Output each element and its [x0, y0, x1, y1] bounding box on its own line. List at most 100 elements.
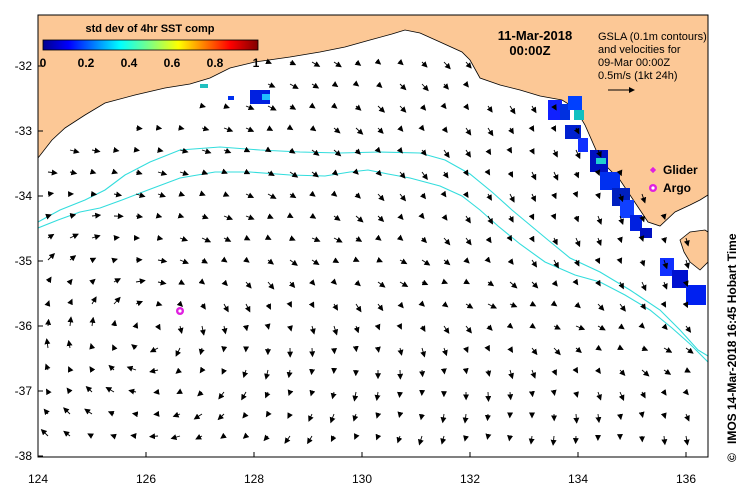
velocity-vector	[223, 147, 232, 154]
velocity-vector	[399, 258, 408, 265]
velocity-vector	[485, 369, 492, 377]
velocity-vector	[440, 435, 447, 445]
velocity-vector	[684, 413, 690, 422]
velocity-vector	[355, 215, 364, 223]
velocity-vector	[223, 236, 232, 242]
velocity-vector	[330, 435, 337, 442]
velocity-vector	[618, 193, 624, 203]
velocity-vector	[661, 236, 667, 244]
velocity-vector	[66, 387, 73, 395]
velocity-vector	[333, 149, 342, 157]
velocity-vector	[594, 169, 601, 177]
velocity-vector	[530, 171, 537, 181]
velocity-vector	[485, 433, 492, 440]
velocity-vector	[419, 325, 426, 332]
velocity-vector	[287, 389, 294, 397]
velocity-vector	[463, 257, 470, 264]
velocity-vector	[682, 388, 689, 396]
colorbar-tick: 0.8	[207, 56, 224, 70]
velocity-vector	[465, 237, 472, 246]
velocity-vector	[47, 233, 55, 240]
velocity-vector	[374, 323, 381, 331]
velocity-vector	[67, 366, 74, 373]
velocity-vector	[175, 367, 182, 374]
velocity-vector	[175, 347, 182, 357]
velocity-vector	[418, 300, 425, 307]
velocity-vector	[507, 391, 514, 401]
velocity-vector	[374, 58, 382, 65]
velocity-vector	[245, 192, 255, 199]
velocity-vector	[377, 303, 384, 312]
velocity-vector	[573, 127, 580, 135]
velocity-vector	[641, 369, 650, 377]
velocity-vector	[66, 339, 73, 349]
velocity-vector	[443, 237, 451, 246]
velocity-vector	[640, 281, 647, 292]
x-tick-label: 132	[460, 472, 480, 486]
velocity-vector	[375, 412, 382, 419]
velocity-vector	[421, 279, 429, 286]
velocity-vector	[332, 303, 339, 311]
velocity-vector	[286, 300, 292, 308]
velocity-vector	[552, 149, 558, 158]
velocity-vector	[596, 391, 602, 401]
velocity-vector	[243, 146, 251, 153]
velocity-vector	[63, 430, 71, 437]
velocity-vector	[45, 213, 52, 220]
velocity-vector	[221, 325, 228, 335]
velocity-vector	[441, 301, 449, 308]
velocity-vector	[221, 346, 228, 353]
velocity-vector	[243, 168, 251, 175]
velocity-vector	[441, 214, 448, 221]
velocity-vector	[487, 215, 494, 225]
velocity-vector	[660, 301, 667, 308]
velocity-vector	[179, 147, 189, 154]
velocity-vector	[551, 192, 557, 200]
velocity-vector	[245, 126, 255, 132]
velocity-vector	[463, 103, 469, 111]
velocity-vector	[245, 104, 255, 111]
velocity-vector	[198, 278, 206, 285]
velocity-vector	[265, 58, 272, 65]
velocity-vector	[286, 212, 294, 218]
velocity-vector	[112, 344, 118, 351]
colorbar-tick: 0.4	[121, 56, 138, 70]
velocity-vector	[462, 169, 469, 177]
glider-label: Glider	[663, 163, 698, 177]
velocity-vector	[550, 213, 557, 220]
velocity-vector	[155, 124, 163, 131]
velocity-vector	[440, 413, 447, 424]
velocity-vector	[199, 325, 206, 336]
velocity-vector	[309, 125, 317, 132]
credit: © IMOS 14-Mar-2018 16:45 Hobart Time	[725, 233, 739, 462]
velocity-vector	[572, 191, 578, 198]
colorbar: std dev of 4hr SST comp 0 0.2 0.4 0.6 0.…	[40, 23, 260, 70]
velocity-vectors	[40, 58, 694, 446]
velocity-vector	[552, 171, 559, 181]
colorbar-tick: 0.2	[78, 56, 95, 70]
velocity-vector	[201, 125, 210, 132]
velocity-vector	[89, 257, 97, 264]
velocity-vector	[333, 214, 341, 221]
velocity-vector	[135, 169, 143, 176]
velocity-vector	[463, 346, 469, 354]
velocity-vector	[309, 212, 317, 219]
velocity-vector	[682, 301, 689, 309]
velocity-vector	[309, 279, 316, 286]
velocity-vector	[289, 259, 298, 266]
velocity-vector	[47, 252, 56, 261]
velocity-vector	[487, 280, 495, 287]
velocity-vector	[399, 171, 406, 179]
velocity-vector	[530, 369, 537, 379]
velocity-vector	[484, 168, 491, 176]
velocity-vector	[396, 234, 404, 241]
colorbar-gradient	[42, 39, 259, 51]
velocity-vector	[397, 347, 404, 356]
velocity-vector	[661, 323, 668, 331]
velocity-vector	[529, 322, 536, 329]
velocity-vector	[420, 149, 427, 156]
velocity-vector	[197, 390, 204, 397]
velocity-vector	[243, 256, 250, 263]
velocity-vector	[309, 325, 316, 335]
velocity-vector	[241, 391, 247, 401]
